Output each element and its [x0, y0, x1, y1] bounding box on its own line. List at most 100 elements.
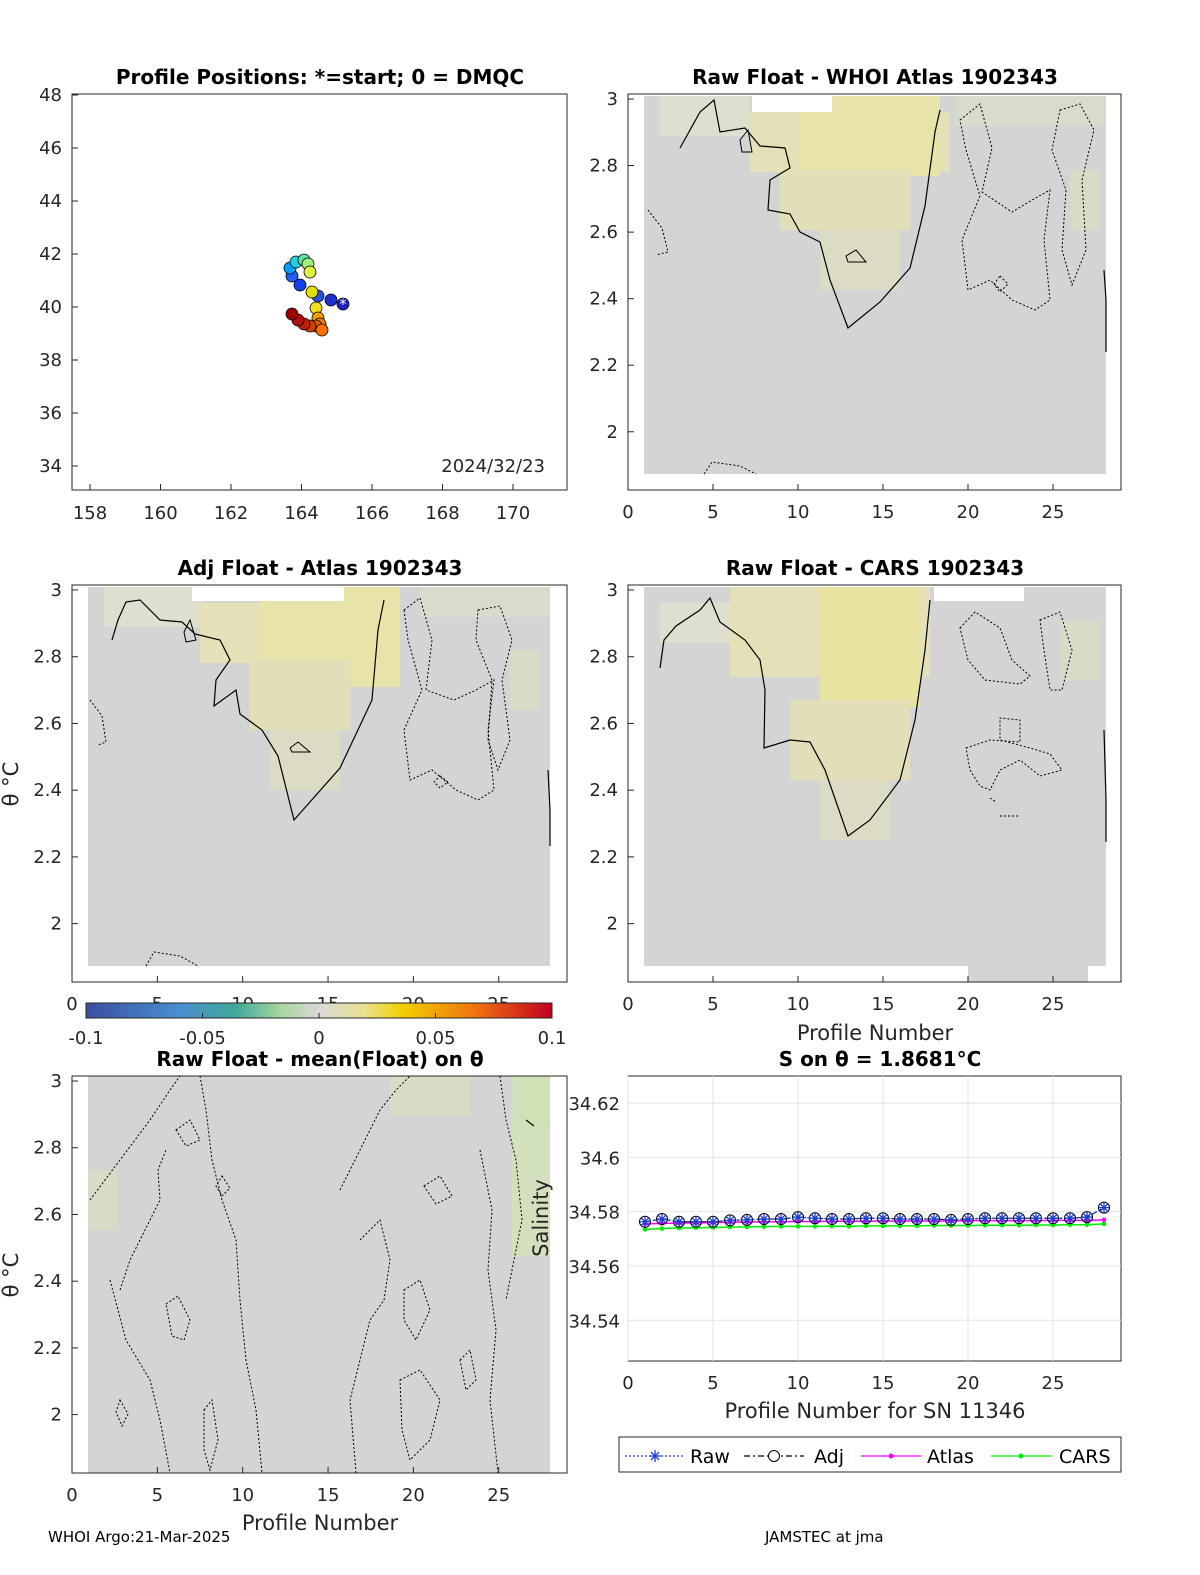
data-point [776, 1214, 786, 1225]
data-point [1101, 1221, 1107, 1227]
x-tick-label: 164 [284, 503, 318, 524]
y-tick-label: 46 [39, 138, 62, 159]
series-line [644, 1223, 1105, 1231]
y-tick-label: 2 [607, 914, 618, 935]
y-tick-label: 34.58 [568, 1203, 620, 1224]
x-axis-label: Profile Number [242, 1511, 399, 1535]
heatmap-field [88, 1076, 550, 1473]
data-point [929, 1214, 939, 1225]
colorbar-tick-label: 0.05 [415, 1028, 455, 1049]
legend-label: Adj [814, 1446, 844, 1468]
data-point [863, 1223, 869, 1229]
data-point [795, 1224, 801, 1229]
x-tick-label: 162 [214, 503, 248, 524]
y-tick-label: 2.8 [33, 1138, 62, 1159]
colorbar-ticks: -0.1 -0.05 0 0.05 0.1 [68, 1013, 566, 1049]
panel-raw-whoi-atlas: Raw Float - WHOI Atlas 1902343 0 5 [589, 65, 1122, 523]
y-tick-label: 34.56 [568, 1257, 620, 1278]
x-tick-label: 0 [622, 502, 633, 523]
data-point [846, 1224, 852, 1229]
legend-item-raw: Raw [625, 1446, 730, 1468]
chart-legend: Raw Adj Atlas CARS [618, 1436, 1122, 1473]
y-tick-label: 38 [39, 350, 62, 371]
x-tick-label: 20 [957, 1373, 980, 1394]
data-point [1084, 1222, 1090, 1228]
y-tick-label: 2.2 [589, 847, 618, 868]
chart-ticks: 0 5 10 15 20 25 34.62 34.6 34.58 34.56 34.54 [568, 1094, 1064, 1394]
colorbar-tick-label: -0.1 [68, 1028, 103, 1049]
x-tick-label: 20 [957, 502, 980, 523]
chart-title: S on θ = 1.8681°C [779, 1047, 982, 1071]
y-tick-label: 2.4 [589, 289, 618, 310]
data-point [982, 1222, 988, 1228]
data-point [1048, 1213, 1058, 1224]
x-tick-label: 170 [496, 503, 530, 524]
chart-series [639, 1201, 1110, 1232]
series-raw [640, 1202, 1109, 1227]
data-point [912, 1214, 922, 1225]
data-point [1065, 1213, 1075, 1224]
data-point [878, 1213, 888, 1224]
x-tick-label: 5 [707, 994, 718, 1015]
data-point [979, 1212, 991, 1225]
map-x-ticks: 158 160 162 164 166 168 170 [73, 484, 530, 524]
profile-position-marker [285, 307, 299, 321]
panel-title: Raw Float - WHOI Atlas 1902343 [692, 65, 1058, 89]
y-tick-label: 42 [39, 244, 62, 265]
y-axis-label: θ °C [0, 762, 23, 807]
data-point [1101, 1217, 1107, 1223]
x-tick-label: 25 [1042, 994, 1065, 1015]
x-tick-label: 20 [957, 994, 980, 1015]
x-tick-label: 10 [231, 1485, 254, 1506]
profile-position-marker [305, 285, 319, 299]
legend-marker [649, 1450, 661, 1462]
x-tick-label: 158 [73, 503, 107, 524]
data-point [659, 1226, 665, 1231]
x-tick-label: 15 [872, 502, 895, 523]
y-tick-label: 34 [39, 456, 62, 477]
data-point [793, 1212, 803, 1223]
panel-raw-mean: Raw Float - mean(Float) on θ [0, 1047, 568, 1535]
x-tick-label: 20 [402, 1485, 425, 1506]
y-tick-label: 2.6 [589, 222, 618, 243]
start-marker: * [340, 297, 347, 313]
series-cars [642, 1221, 1107, 1232]
map-y-ticks: 48 46 44 42 40 38 36 34 [39, 85, 78, 477]
colorbar: -0.1 -0.05 0 0.05 0.1 [68, 1002, 566, 1049]
x-tick-label: 10 [787, 1373, 810, 1394]
data-point [861, 1213, 871, 1224]
y-tick-label: 40 [39, 297, 62, 318]
profile-position-marker [293, 278, 307, 292]
data-point [657, 1214, 667, 1225]
panel-title: Raw Float - CARS 1902343 [726, 556, 1024, 580]
y-tick-label: 2.6 [33, 1204, 62, 1225]
x-tick-label: 25 [1042, 1373, 1065, 1394]
data-point [742, 1214, 752, 1225]
series-line [644, 1206, 1105, 1223]
data-point [639, 1215, 651, 1228]
data-point [880, 1223, 886, 1229]
y-tick-label: 2.8 [33, 647, 62, 668]
y-tick-label: 3 [51, 580, 62, 601]
data-point [744, 1224, 750, 1230]
legend-box [618, 1436, 1122, 1473]
y-tick-label: 2.6 [589, 713, 618, 734]
data-point [895, 1214, 905, 1225]
y-tick-label: 36 [39, 403, 62, 424]
data-point [778, 1224, 784, 1229]
data-point [1014, 1213, 1024, 1224]
x-tick-label: 0 [622, 1373, 633, 1394]
data-point [673, 1215, 685, 1228]
series-line [644, 1207, 1105, 1223]
x-tick-label: 5 [152, 1485, 163, 1506]
y-tick-label: 3 [607, 580, 618, 601]
y-axis-label: θ °C [0, 1253, 23, 1298]
y-tick-label: 2 [51, 1405, 62, 1426]
y-tick-label: 2.4 [33, 780, 62, 801]
data-point [827, 1214, 837, 1225]
y-tick-label: 2.2 [33, 1338, 62, 1359]
map-title: Profile Positions: *=start; 0 = DMQC [116, 65, 524, 89]
data-point [963, 1214, 973, 1225]
